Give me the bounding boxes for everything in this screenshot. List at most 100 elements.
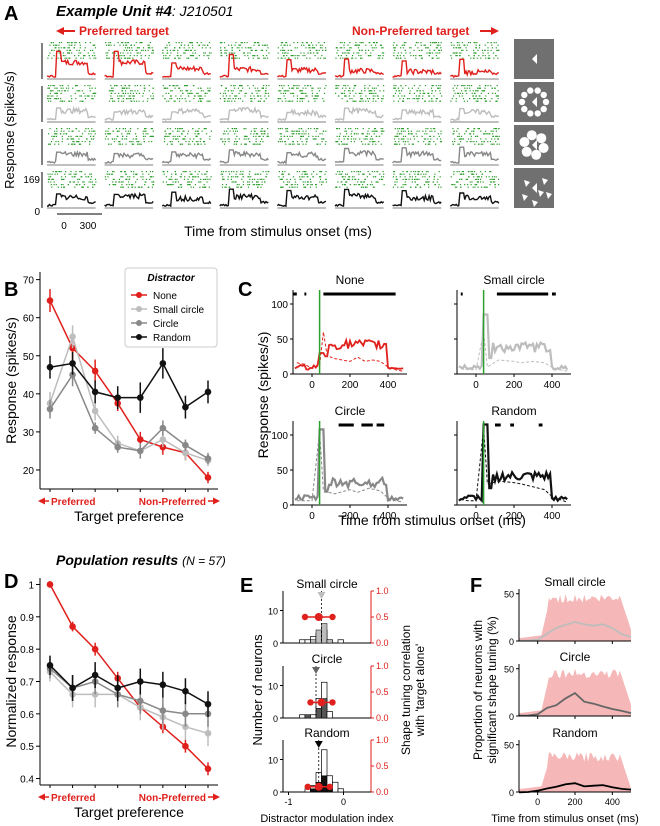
raster-dot (304, 181, 306, 183)
raster-dot (280, 92, 282, 94)
raster-dot (439, 176, 441, 178)
raster-dot (129, 176, 131, 178)
raster-dot (60, 184, 62, 186)
raster-dot (483, 141, 485, 143)
raster-dot (278, 128, 280, 130)
raster-dot (278, 98, 280, 100)
raster-dot (325, 130, 327, 132)
data-point-random (182, 403, 189, 411)
raster-dot (293, 42, 295, 44)
raster-dot (163, 55, 165, 57)
raster-dot (88, 55, 90, 57)
raster-dot (420, 57, 423, 59)
raster-dot (282, 173, 284, 175)
raster-dot (303, 92, 305, 94)
raster-dot (117, 95, 119, 97)
raster-dot (411, 176, 413, 178)
raster-dot (83, 181, 85, 183)
data-point-random (69, 360, 76, 367)
raster-dot (283, 49, 285, 51)
raster-dot (321, 184, 323, 186)
raster-dot (423, 44, 425, 46)
raster-dot (380, 130, 382, 132)
raster-dot (283, 135, 285, 137)
raster-dot (248, 181, 250, 183)
raster-dot (489, 141, 491, 143)
raster-dot (413, 49, 415, 51)
raster-dot (93, 52, 95, 54)
raster-dot (192, 176, 194, 178)
raster-dot (476, 42, 478, 44)
raster-dot (362, 133, 364, 135)
raster-dot (138, 47, 140, 49)
raster-dot (346, 138, 349, 140)
raster-dot (383, 173, 385, 175)
histogram-bar-filled (310, 788, 317, 793)
raster-dot (169, 44, 171, 46)
raster-dot (196, 92, 198, 94)
raster-dot (89, 90, 91, 92)
raster-dot (315, 184, 317, 186)
raster-dot (208, 186, 210, 188)
f-xtick-label: 400 (605, 797, 620, 807)
raster-dot (238, 44, 240, 46)
raster-dot (465, 178, 467, 180)
raster-dot (438, 184, 440, 186)
raster-dot (185, 171, 187, 173)
raster-dot (112, 52, 114, 54)
raster-dot (396, 181, 398, 183)
raster-dot (420, 49, 423, 51)
raster-dot (347, 44, 349, 46)
raster-dot (164, 98, 166, 100)
raster-dot (403, 44, 405, 46)
raster-dot (312, 47, 314, 49)
response-line-small-circle (458, 313, 569, 371)
raster-dot (294, 181, 297, 183)
raster-dot (134, 85, 136, 87)
raster-dot (75, 98, 77, 100)
raster-dot (189, 42, 191, 44)
raster-dot (287, 85, 289, 87)
raster-dot (365, 100, 367, 102)
raster-dot (477, 87, 479, 89)
raster-dot (253, 143, 256, 145)
raster-dot (178, 42, 180, 44)
raster-dot (162, 57, 165, 59)
psth-small-circle-target-7 (392, 108, 442, 121)
raster-dot (286, 128, 289, 130)
raster-dot (52, 90, 54, 92)
raster-dot (60, 186, 63, 188)
raster-dot (402, 130, 404, 132)
raster-dot (368, 143, 370, 145)
raster-dot (323, 138, 325, 140)
raster-dot (301, 135, 303, 137)
raster-dot (180, 186, 182, 188)
raster-dot (484, 186, 486, 188)
raster-dot (466, 100, 468, 102)
raster-dot (248, 47, 250, 49)
raster-dot (69, 181, 71, 183)
raster-dot (355, 184, 357, 186)
raster-dot (263, 130, 265, 132)
raster-dot (248, 57, 250, 59)
raster-dot (255, 128, 257, 130)
raster-dot (323, 92, 326, 94)
raster-dot (249, 178, 251, 180)
raster-dot (151, 128, 153, 130)
raster-dot (468, 55, 470, 57)
raster-dot (348, 95, 350, 97)
raster-dot (55, 141, 57, 143)
raster-dot (433, 135, 435, 137)
raster-dot (231, 171, 233, 173)
raster-dot (474, 52, 476, 54)
raster-dot (48, 55, 50, 57)
raster-dot (113, 184, 115, 186)
raster-dot (300, 128, 302, 130)
raster-dot (121, 181, 123, 183)
raster-dot (477, 128, 479, 130)
raster-dot (113, 171, 115, 173)
raster-dot (179, 176, 181, 178)
raster-dot (399, 128, 401, 130)
raster-dot (457, 92, 460, 94)
raster-dot (263, 178, 265, 180)
